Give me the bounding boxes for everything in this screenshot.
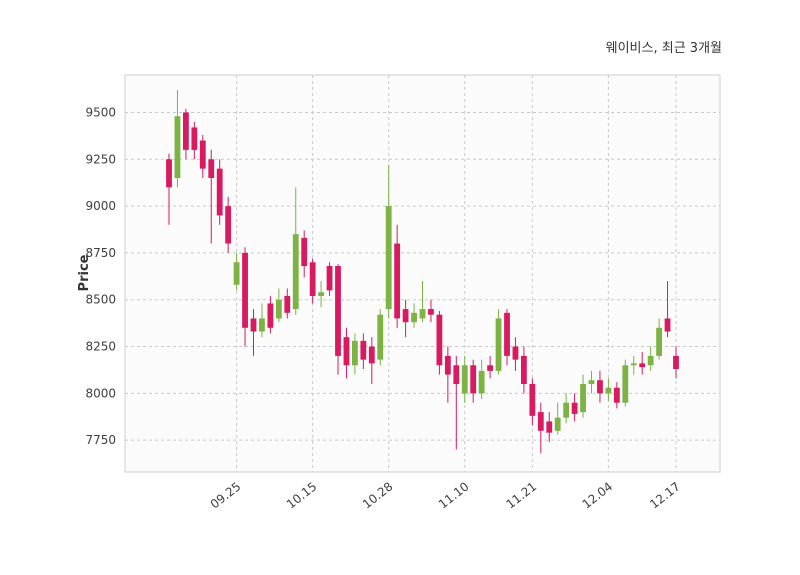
candle-down (242, 252, 248, 328)
candle-up (605, 387, 612, 394)
plot-border (124, 74, 721, 473)
candle-up (385, 206, 392, 310)
candle-down (436, 314, 443, 366)
candle-down (183, 112, 189, 150)
candle-down (368, 346, 375, 364)
x-tick-label: 09.25 (208, 479, 244, 511)
candle-down (444, 355, 451, 375)
candle-up (461, 365, 468, 394)
candle-down (199, 140, 206, 169)
candle-down (225, 206, 232, 244)
plot-area: 7750 8000 8250 8500 8750 9000 9250 9500 09.25 10.… (85, 74, 721, 512)
candle-down (360, 340, 367, 360)
y-tick-label: 8000 (85, 386, 116, 400)
candle-up (377, 314, 384, 360)
y-tick-label: 8250 (85, 340, 116, 354)
candle-up (588, 380, 595, 384)
chart-title: 웨이비스, 최근 3개월 (606, 41, 722, 56)
candle-down (487, 365, 493, 371)
candle-down (309, 262, 316, 296)
candle-down (216, 168, 223, 216)
candle-up (292, 234, 299, 310)
candle-up (318, 292, 324, 296)
candle-up (563, 402, 570, 418)
candle-up (495, 318, 502, 371)
candle-down (343, 337, 350, 366)
candle-down (537, 412, 544, 431)
y-tick-label: 9500 (85, 105, 116, 119)
x-tick-label: 10.15 (284, 479, 320, 511)
candle-down (470, 365, 477, 394)
candle-down (402, 309, 409, 323)
candle-up (419, 309, 426, 319)
y-tick-label: 9250 (85, 152, 116, 166)
candle-down (521, 355, 527, 384)
candle-up (554, 417, 561, 431)
candle-down (284, 295, 291, 313)
candle-down (571, 402, 578, 414)
y-tick-label: 8750 (85, 246, 116, 260)
x-tick-label: 12.17 (647, 479, 683, 511)
y-tick-label: 7750 (85, 433, 116, 447)
candle-down (597, 380, 603, 394)
candle-down (326, 266, 333, 291)
candle-down (512, 346, 519, 360)
candle-down (335, 266, 341, 356)
candle-down (546, 421, 553, 433)
candle-down (453, 365, 460, 384)
y-tick-label: 9000 (85, 199, 116, 213)
candle-down (166, 159, 172, 188)
candle-down (301, 237, 308, 267)
x-tick-label: 11.21 (504, 479, 540, 511)
candle-up (174, 116, 181, 178)
candle-up (622, 365, 629, 403)
candle-down (504, 312, 510, 356)
x-tick-label: 10.28 (360, 479, 396, 511)
candle-down (267, 303, 274, 328)
candle-down (673, 355, 679, 370)
candle-down (191, 127, 198, 150)
plot-background (125, 75, 720, 472)
x-tick-label: 12.04 (580, 479, 616, 511)
candle-down (428, 309, 434, 315)
candle-down (250, 318, 257, 332)
candle-up (275, 299, 282, 319)
candle-up (259, 318, 265, 332)
candle-up (233, 262, 240, 285)
candle-up (630, 363, 637, 366)
candle-up (411, 312, 417, 323)
candle-down (664, 318, 671, 332)
candle-down (613, 387, 620, 403)
candle-up (478, 370, 485, 394)
candle-up (352, 340, 358, 366)
candle-down (208, 159, 215, 178)
x-tick-label: 11.10 (436, 479, 472, 511)
candle-up (580, 383, 586, 413)
candle-down (394, 243, 401, 319)
candle-up (647, 355, 654, 366)
candle-down (639, 363, 646, 368)
y-tick-label: 8500 (85, 293, 116, 307)
candle-down (529, 383, 536, 416)
y-axis-label: Price (77, 254, 92, 291)
candle-up (656, 327, 662, 356)
